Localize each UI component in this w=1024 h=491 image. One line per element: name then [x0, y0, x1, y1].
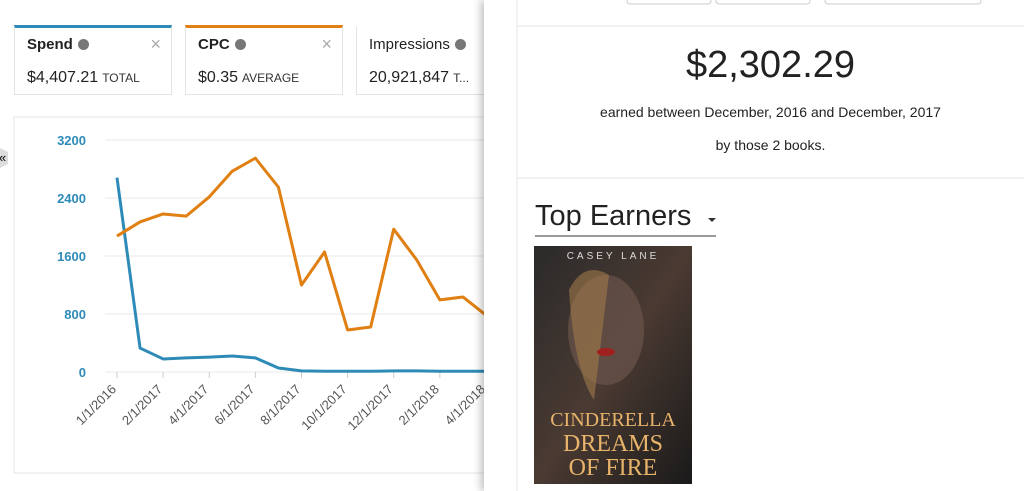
- card-name: Spend: [27, 36, 73, 53]
- book-title: DREAMS: [562, 431, 664, 457]
- card-value: 20,921,847: [369, 69, 450, 86]
- x-tick-label: 12/1/2017: [344, 382, 396, 434]
- x-tick-label: 4/1/2017: [165, 382, 211, 428]
- series-line: [116, 156, 484, 332]
- x-tick-label: 6/1/2017: [211, 382, 257, 428]
- x-tick-label: 4/1/2018: [442, 382, 484, 428]
- y-tick-label: 1600: [57, 249, 86, 264]
- card-unit: T...: [453, 71, 470, 85]
- card-name: Impressions: [369, 36, 450, 53]
- card-name: CPC: [198, 36, 230, 53]
- y-tick-label: 2400: [57, 191, 86, 206]
- x-tick-label: 1/1/2016: [73, 382, 119, 428]
- heading[interactable]: Top Earners: [535, 200, 692, 232]
- chart: « 08001600240032001/1/20162/1/20174/1/20…: [0, 116, 484, 474]
- panel-art: [516, 0, 1024, 491]
- collapse-icon: «: [0, 150, 6, 165]
- amount: $2,302.29: [685, 44, 856, 86]
- card-unit: TOTAL: [102, 71, 140, 85]
- books-text: by those 2 books.: [715, 137, 826, 153]
- card-value: $0.35: [198, 69, 239, 86]
- book-author: CASEY LANE: [566, 251, 660, 262]
- cpc-card[interactable]: CPC × $0.35 AVERAGE: [185, 25, 343, 95]
- collapse-button[interactable]: [0, 148, 8, 168]
- book-title: CINDERELLA: [550, 409, 676, 431]
- x-tick-label: 8/1/2017: [257, 382, 303, 428]
- x-tick-label: 2/1/2018: [396, 382, 442, 428]
- spend-card[interactable]: Spend × $4,407.21 TOTAL: [14, 25, 172, 95]
- y-tick-label: 800: [64, 307, 86, 322]
- side-panel: $2,302.29 earned between December, 2016 …: [484, 0, 1024, 491]
- card-value: $4,407.21: [27, 69, 99, 86]
- y-tick-label: 3200: [57, 133, 86, 148]
- x-tick-label: 2/1/2017: [119, 382, 165, 428]
- card-unit: AVERAGE: [242, 71, 300, 85]
- x-tick-label: 10/1/2017: [298, 382, 350, 434]
- book-title: OF FIRE: [568, 455, 658, 481]
- series-line: [115, 177, 484, 373]
- y-tick-label: 0: [79, 365, 86, 380]
- earned-text: earned between December, 2016 and Decemb…: [600, 104, 941, 120]
- chart-frame: [13, 116, 484, 474]
